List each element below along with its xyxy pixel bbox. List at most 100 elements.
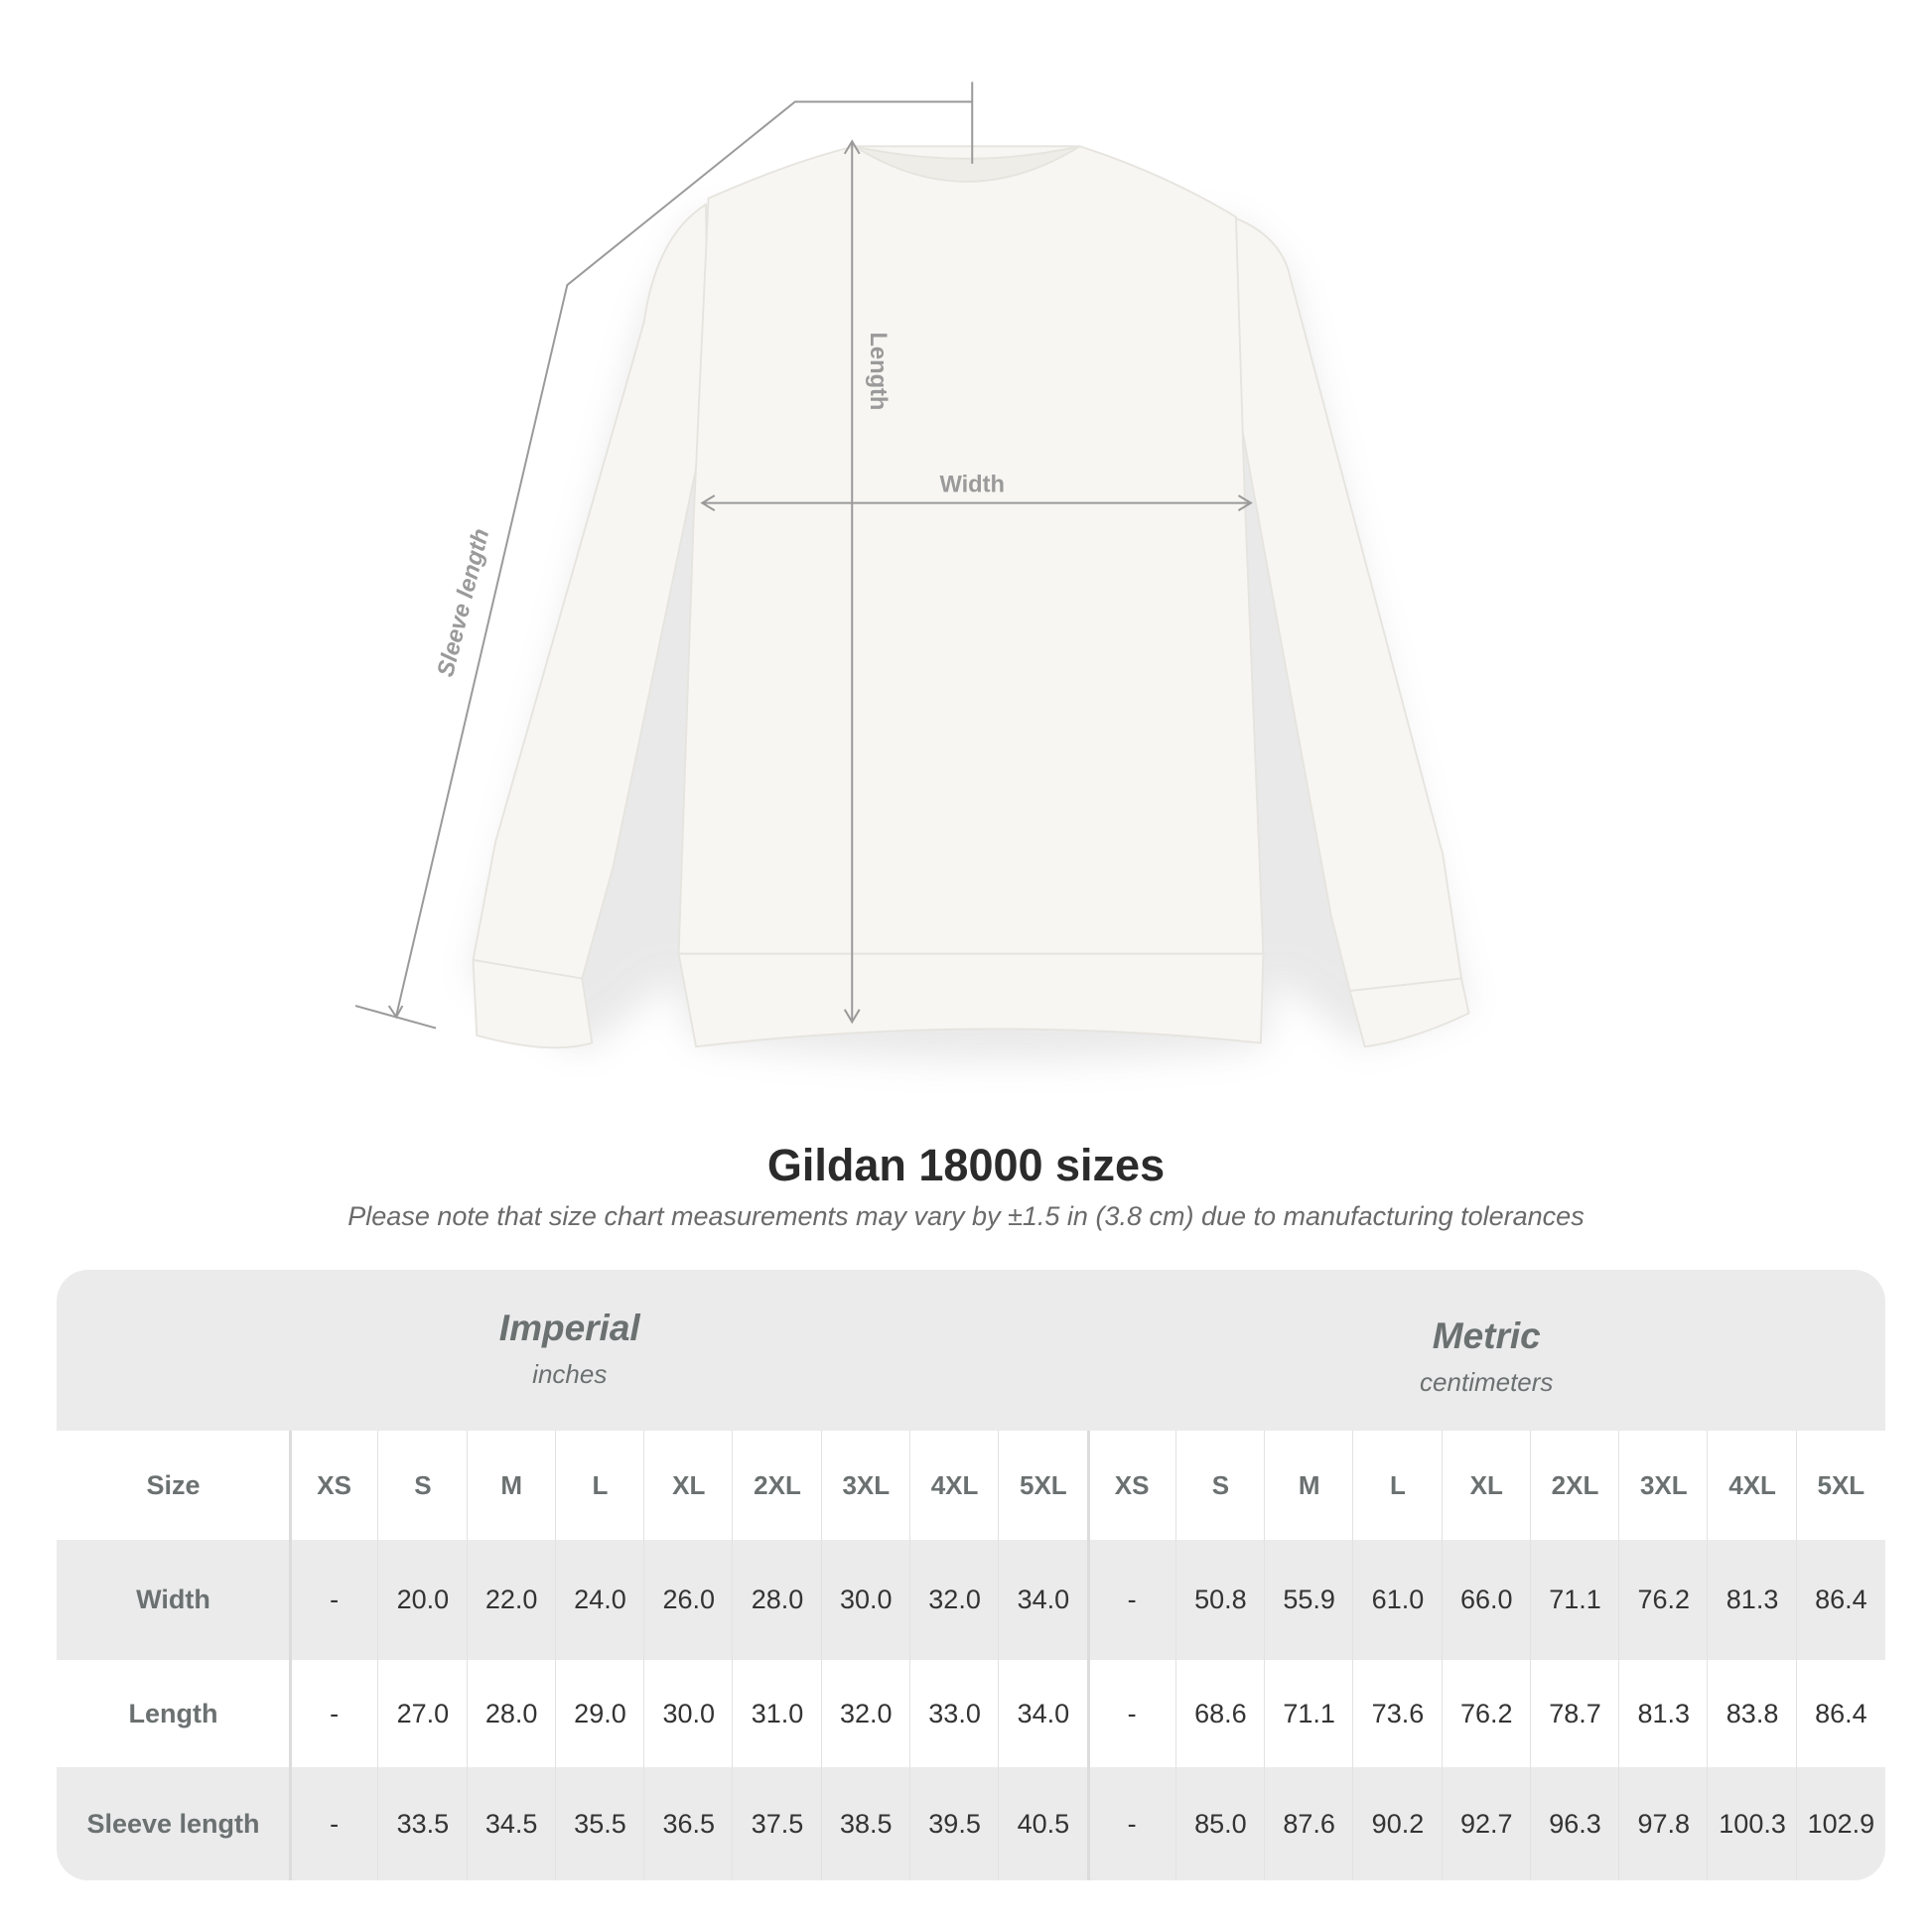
table-cell: 29.0 <box>574 1698 626 1728</box>
size-column-header: M <box>1298 1469 1320 1500</box>
body <box>677 145 1265 955</box>
column-divider <box>908 1431 910 1880</box>
system-header: Metric centimeters <box>1088 1270 1886 1431</box>
size-column-header: XS <box>1114 1469 1150 1500</box>
table-cell: 39.5 <box>928 1808 981 1839</box>
table-cell: 32.0 <box>928 1585 981 1614</box>
table-cell: 35.5 <box>574 1808 626 1839</box>
table-cell: 78.7 <box>1549 1698 1601 1728</box>
table-cell: 87.6 <box>1283 1808 1335 1839</box>
left-cuff <box>472 958 594 1049</box>
column-divider <box>554 1431 556 1880</box>
table-cell: 31.0 <box>751 1698 804 1728</box>
table-cell: 34.5 <box>484 1808 538 1839</box>
table-cell: 36.5 <box>662 1808 716 1839</box>
table-cell: - <box>330 1585 340 1614</box>
table-cell: 55.9 <box>1283 1585 1335 1614</box>
row-label: Length <box>128 1698 218 1728</box>
table-cell: 83.8 <box>1725 1698 1779 1728</box>
table-cell: 27.0 <box>396 1698 450 1728</box>
column-divider <box>1264 1431 1266 1880</box>
table-cell: 34.0 <box>1017 1698 1070 1728</box>
size-column-header: 5XL <box>1817 1469 1865 1500</box>
table-cell: - <box>1127 1698 1137 1728</box>
system-name: Metric <box>1432 1315 1541 1356</box>
tolerance-note: Please note that size chart measurements… <box>347 1201 1585 1231</box>
size-column-header: XS <box>317 1469 351 1500</box>
row-band <box>57 1767 1885 1880</box>
table-cell: - <box>1127 1808 1137 1839</box>
sweatshirt <box>472 145 1470 1049</box>
table-cell: 34.0 <box>1017 1585 1070 1614</box>
collar <box>854 145 1081 183</box>
table-cell: 33.0 <box>928 1698 981 1728</box>
size-header-label: Size <box>146 1469 201 1500</box>
column-divider <box>1086 1431 1090 1880</box>
table-cell: 76.2 <box>1459 1698 1513 1728</box>
table-cell: 28.0 <box>751 1585 804 1614</box>
table-cell: 73.6 <box>1371 1698 1425 1728</box>
table-cell: 40.5 <box>1017 1808 1070 1839</box>
size-column-header: S <box>414 1469 432 1500</box>
table-cell: 33.5 <box>396 1808 450 1839</box>
table-cell: 76.2 <box>1637 1585 1691 1614</box>
column-divider <box>732 1431 734 1880</box>
size-table: Imperial inches Metric centimeters Size XS S M L… <box>57 1270 1885 1880</box>
column-divider <box>998 1431 1000 1880</box>
table-cell: 85.0 <box>1194 1808 1247 1839</box>
column-divider <box>643 1431 645 1880</box>
table-cell: 102.9 <box>1807 1808 1875 1839</box>
column-divider <box>1795 1431 1797 1880</box>
size-column-header: 4XL <box>930 1469 979 1500</box>
table-cell: 100.3 <box>1719 1808 1786 1839</box>
row-band <box>57 1540 1885 1660</box>
table-cell: 90.2 <box>1371 1808 1425 1839</box>
row-band <box>57 1270 1885 1431</box>
table-cell: 26.0 <box>662 1585 716 1614</box>
column-divider <box>820 1431 822 1880</box>
column-divider <box>289 1431 292 1880</box>
column-divider <box>1441 1431 1443 1880</box>
width-label: Width <box>939 472 1005 497</box>
table-cell: 28.0 <box>484 1698 538 1728</box>
hem-rib <box>677 952 1265 1048</box>
table-cell: 81.3 <box>1637 1698 1691 1728</box>
table-cell: 61.0 <box>1371 1585 1425 1614</box>
table-cell: - <box>330 1808 340 1839</box>
table-cell: 81.3 <box>1725 1585 1779 1614</box>
table-cell: 96.3 <box>1549 1808 1601 1839</box>
measure-lines <box>354 81 1253 1030</box>
row-label: Sleeve length <box>86 1808 260 1839</box>
size-column-header: 4XL <box>1728 1469 1776 1500</box>
column-divider <box>1618 1431 1620 1880</box>
table-cell: 68.6 <box>1194 1698 1247 1728</box>
table-cell: 38.5 <box>840 1808 893 1839</box>
size-column-header: 3XL <box>842 1469 891 1500</box>
system-header: Imperial inches <box>171 1270 969 1431</box>
size-column-header: 3XL <box>1639 1469 1688 1500</box>
size-column-header: M <box>500 1469 523 1500</box>
column-divider <box>1529 1431 1531 1880</box>
column-divider <box>1174 1431 1176 1880</box>
size-column-header: 2XL <box>754 1469 801 1500</box>
system-unit: inches <box>532 1359 608 1389</box>
table-cell: 30.0 <box>840 1585 893 1614</box>
column-divider <box>1352 1431 1354 1880</box>
right-cuff <box>1348 977 1470 1048</box>
system-name: Imperial <box>498 1308 640 1348</box>
length-label: Length <box>865 332 891 410</box>
row-label: Width <box>136 1585 210 1614</box>
table-cell: 50.8 <box>1194 1585 1247 1614</box>
size-column-header: 5XL <box>1020 1469 1067 1500</box>
table-cell: 20.0 <box>396 1585 450 1614</box>
table-cell: 30.0 <box>662 1698 716 1728</box>
column-divider <box>377 1431 379 1880</box>
table-cell: 32.0 <box>840 1698 893 1728</box>
size-column-header: S <box>1211 1469 1230 1500</box>
table-cell: 22.0 <box>484 1585 538 1614</box>
sleeve-length-label: Sleeve length <box>433 526 494 679</box>
table-cell: 92.7 <box>1459 1808 1513 1839</box>
size-column-header: XL <box>1469 1469 1503 1500</box>
size-column-header: L <box>1390 1469 1406 1500</box>
table-cell: 86.4 <box>1815 1698 1867 1728</box>
